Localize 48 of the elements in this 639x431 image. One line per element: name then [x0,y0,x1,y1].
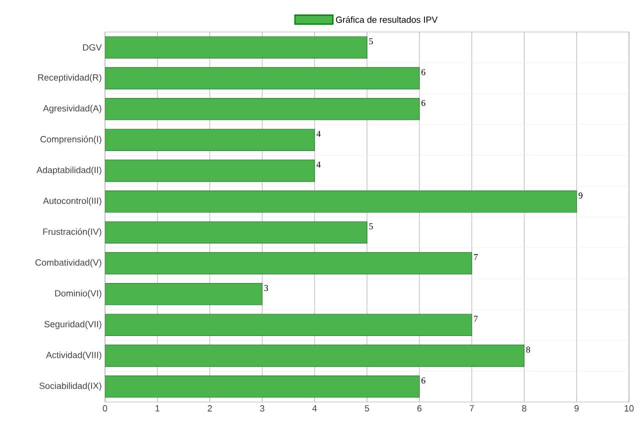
data-label: 4 [316,130,321,137]
data-label: 7 [474,254,478,260]
bar [105,344,525,367]
y-tick-label: Receptividad(R) [38,74,102,82]
data-label: 6 [422,377,426,384]
bar [105,314,472,336]
bar [105,128,315,152]
data-label: 6 [422,69,426,76]
y-tick-label: Agresividad(A) [43,104,102,114]
bar [105,282,263,306]
data-label: 5 [369,38,373,44]
y-tick-label: Autocontrol(III) [43,197,102,206]
y-tick-label: Comprensión(I) [40,136,102,144]
bar [105,190,577,213]
bar [105,375,420,398]
data-label: 4 [316,162,321,168]
x-tick-label: 5 [364,405,370,412]
x-tick-label: 4 [312,405,317,412]
bar [105,252,472,274]
data-label: 7 [474,316,478,322]
bar [105,160,315,182]
legend-label: Gráfica de resultados IPV [336,16,438,23]
x-tick-label: 1 [156,405,160,412]
x-tick-label: 0 [102,405,108,412]
x-tick-label: 8 [522,405,526,412]
bar [105,221,368,244]
y-tick-label: Seguridad(VII) [44,320,102,330]
x-tick-label: 10 [624,405,634,412]
y-tick-label: Actividad(VIII) [46,352,102,360]
x-tick-label: 3 [260,405,264,412]
y-tick-label: Sociabilidad(IX) [39,382,102,391]
y-tick-label: Adaptabilidad(II) [36,166,102,175]
bar [105,98,420,120]
x-tick-label: 2 [208,405,212,412]
bar [105,67,420,90]
y-tick-label: Frustración(IV) [43,228,102,237]
y-tick-label: Combatividad(V) [35,259,102,268]
bar [105,36,368,59]
data-label: 5 [369,223,373,230]
data-label: 9 [578,192,582,199]
x-tick-label: 9 [574,405,579,412]
y-tick-label: DGV [83,44,102,51]
y-tick-label: Dominio(VI) [55,290,102,298]
data-label: 6 [422,100,426,106]
x-tick-label: 6 [417,405,422,412]
x-tick-label: 7 [470,405,474,412]
data-label: 8 [526,346,530,353]
data-label: 3 [264,284,268,292]
